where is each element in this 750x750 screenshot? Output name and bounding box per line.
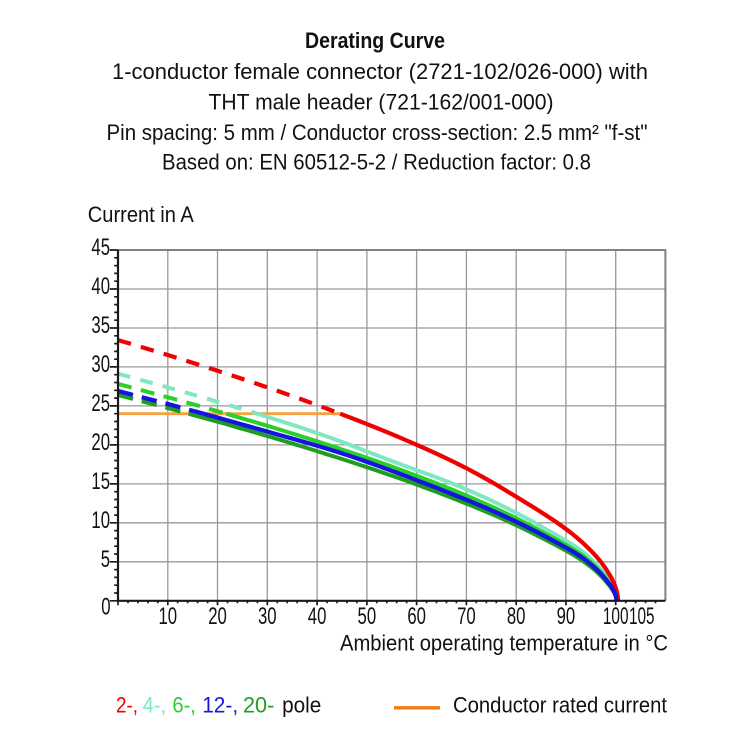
- svg-text:THT male header (721-162/001-0: THT male header (721-162/001-000): [209, 90, 554, 115]
- svg-text:40: 40: [308, 603, 327, 630]
- svg-text:6-,: 6-,: [172, 693, 196, 718]
- svg-text:5: 5: [101, 546, 110, 573]
- svg-text:20: 20: [208, 603, 227, 630]
- svg-text:20-: 20-: [243, 693, 274, 718]
- svg-text:80: 80: [507, 603, 526, 630]
- svg-text:60: 60: [407, 603, 426, 630]
- svg-text:100: 100: [603, 603, 629, 630]
- svg-text:Pin spacing: 5 mm / Conductor: Pin spacing: 5 mm / Conductor cross-sect…: [107, 120, 648, 145]
- svg-text:25: 25: [91, 390, 110, 417]
- svg-text:70: 70: [457, 603, 476, 630]
- svg-text:105: 105: [629, 603, 655, 630]
- svg-text:pole: pole: [282, 693, 321, 718]
- svg-text:4-,: 4-,: [143, 693, 167, 718]
- svg-text:12-,: 12-,: [202, 693, 238, 718]
- svg-text:Ambient operating temperature: Ambient operating temperature in °C: [340, 630, 668, 655]
- svg-text:30: 30: [258, 603, 277, 630]
- svg-text:40: 40: [91, 273, 110, 300]
- svg-text:Conductor rated current: Conductor rated current: [453, 693, 667, 718]
- svg-text:50: 50: [358, 603, 377, 630]
- svg-text:1-conductor female connector (: 1-conductor female connector (2721-102/0…: [112, 59, 648, 84]
- svg-text:90: 90: [557, 603, 576, 630]
- svg-text:45: 45: [91, 234, 110, 261]
- svg-text:35: 35: [91, 312, 110, 339]
- svg-text:10: 10: [158, 603, 177, 630]
- svg-text:0: 0: [101, 594, 110, 621]
- svg-text:15: 15: [91, 468, 110, 495]
- svg-text:Current in A: Current in A: [88, 202, 194, 227]
- svg-text:10: 10: [91, 507, 110, 534]
- svg-text:20: 20: [91, 429, 110, 456]
- svg-text:2-,: 2-,: [116, 693, 138, 718]
- svg-text:Based on: EN 60512-5-2 / Reduc: Based on: EN 60512-5-2 / Reduction facto…: [162, 150, 591, 175]
- svg-text:30: 30: [91, 351, 110, 378]
- svg-text:Derating Curve: Derating Curve: [305, 28, 445, 53]
